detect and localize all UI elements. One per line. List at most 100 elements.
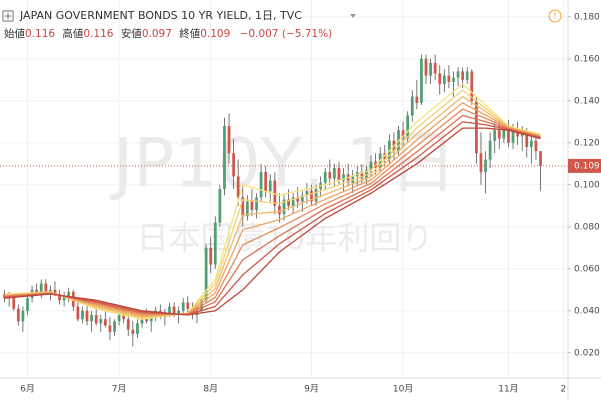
- x-tick-label: 8月: [203, 384, 218, 395]
- ohlc-info: 始値0.116 高値0.116 安値0.097 終値0.109 −0.007 (…: [4, 27, 332, 40]
- candle-body: [209, 247, 213, 265]
- chart-title: JAPAN GOVERNMENT BONDS 10 YR YIELD, 1日, …: [19, 9, 302, 22]
- candle-body: [429, 63, 432, 76]
- candle-body: [136, 323, 139, 334]
- candle-body: [236, 176, 240, 198]
- candle-body: [305, 191, 309, 196]
- candle-body: [529, 140, 533, 147]
- candle-body: [131, 329, 135, 334]
- candle-body: [181, 302, 185, 311]
- candle-body: [410, 96, 414, 116]
- x-tick-label: 11月: [498, 384, 518, 395]
- candle-body: [90, 315, 93, 322]
- candle-body: [282, 199, 286, 215]
- candle-body: [186, 302, 190, 309]
- candle-body: [273, 180, 277, 206]
- candle-body: [99, 319, 103, 324]
- candle-body: [291, 197, 295, 206]
- dropdown-arrow[interactable]: [350, 14, 356, 18]
- candle-body: [62, 296, 66, 301]
- y-tick-label: 0.160: [574, 54, 600, 64]
- candle-body: [333, 168, 336, 179]
- candle-body: [493, 130, 497, 141]
- candle-body: [49, 289, 52, 292]
- candle-body: [337, 168, 341, 181]
- change: −0.007 (−5.71%): [240, 28, 333, 40]
- candle-body: [122, 315, 126, 320]
- candle-body: [149, 317, 153, 322]
- candle-body: [461, 71, 465, 80]
- candle-body: [245, 201, 249, 217]
- candle-body: [39, 283, 43, 294]
- x-tick-label: 10月: [393, 384, 413, 395]
- last-price-tag: [568, 158, 601, 173]
- candle-body: [406, 115, 410, 139]
- ribbon-line: [4, 89, 541, 319]
- y-tick-label: 0.020: [574, 348, 600, 358]
- candle-body: [470, 71, 474, 101]
- candle-body: [12, 296, 16, 309]
- x-tick-label: 6月: [20, 384, 35, 395]
- candle-body: [16, 308, 20, 322]
- candle-body: [525, 132, 529, 147]
- candle-body: [168, 306, 171, 313]
- ribbon-line: [4, 95, 541, 318]
- expand-icon[interactable]: [2, 10, 14, 22]
- candle-body: [81, 310, 84, 320]
- x-tick-label: 2: [561, 385, 567, 395]
- candle-body: [268, 180, 272, 192]
- high-value: 0.116: [83, 28, 113, 40]
- candle-body: [177, 310, 181, 315]
- candle-body: [126, 319, 130, 330]
- candle-body: [328, 172, 332, 179]
- y-tick-label: 0.100: [574, 180, 600, 190]
- open-value: 0.116: [25, 28, 55, 40]
- close-label: 終値: [179, 27, 200, 40]
- candle-body: [447, 75, 451, 82]
- candle-body: [117, 315, 121, 322]
- high-label: 高値: [62, 27, 83, 40]
- candle-body: [85, 310, 89, 322]
- low-value: 0.097: [142, 28, 172, 40]
- candle-body: [433, 63, 437, 74]
- candle-body: [438, 73, 442, 84]
- y-tick-label: 0.140: [574, 96, 600, 106]
- candle-body: [323, 172, 327, 183]
- candle-body: [452, 77, 455, 82]
- warning-icon[interactable]: [548, 9, 562, 23]
- candle-body: [497, 130, 501, 139]
- candle-body: [195, 310, 199, 315]
- candle-body: [94, 315, 98, 324]
- candle-body: [53, 289, 57, 294]
- candle-body: [21, 310, 25, 322]
- candle-body: [365, 170, 368, 179]
- candle-body: [442, 75, 446, 84]
- candle-body: [227, 126, 231, 154]
- ribbon-line: [4, 127, 541, 316]
- candle-body: [507, 126, 510, 143]
- candle-body: [484, 159, 487, 173]
- y-tick-label: 0.120: [574, 138, 600, 148]
- warning-mark: !: [553, 12, 557, 22]
- y-tick-label: 0.040: [574, 306, 600, 316]
- candle-body: [103, 319, 107, 326]
- candle-body: [511, 128, 515, 143]
- candle-body: [113, 321, 116, 332]
- candle-body: [250, 201, 254, 210]
- plot: [0, 54, 568, 347]
- candle-body: [172, 306, 176, 315]
- last-price-label: 0.109: [574, 161, 600, 171]
- candle-body: [502, 126, 506, 139]
- candle-body: [415, 96, 419, 103]
- low-label: 安値: [121, 27, 142, 40]
- candle-body: [287, 199, 290, 206]
- candle-body: [424, 58, 428, 76]
- candle-body: [259, 172, 263, 198]
- y-tick-label: 0.180: [574, 12, 600, 22]
- candle-body: [342, 174, 345, 181]
- candle-body: [264, 172, 268, 192]
- candle-body: [218, 189, 222, 223]
- candle-body: [213, 222, 217, 265]
- candle-body: [255, 197, 258, 210]
